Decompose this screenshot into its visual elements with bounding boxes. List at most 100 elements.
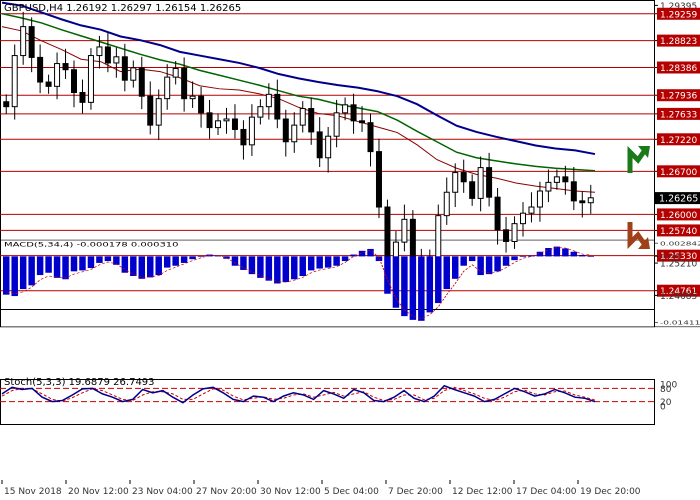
price-tick-label: 1.25330	[660, 252, 697, 262]
price-tick-label: 1.27220	[660, 136, 697, 146]
candle-body	[282, 118, 289, 143]
price-tick-label: 1.24761	[660, 287, 697, 297]
macd-histogram-bar	[130, 256, 137, 277]
price-tick-label: 1.25210	[660, 260, 697, 270]
candle-body	[528, 206, 535, 214]
macd-histogram-bar	[189, 256, 196, 260]
macd-histogram-bar	[570, 251, 578, 257]
candle-body	[79, 92, 86, 103]
macd-histogram-bar	[291, 256, 298, 280]
macd-histogram-bar	[70, 256, 78, 272]
candle-body	[494, 196, 501, 231]
candle-body	[248, 116, 255, 146]
macd-histogram-bar	[333, 256, 340, 266]
candle-body	[553, 176, 560, 183]
candle-body	[189, 95, 196, 100]
candle-body	[257, 106, 264, 118]
candle-body	[20, 26, 27, 57]
candle-body	[308, 108, 315, 133]
macd-histogram-bar	[36, 256, 44, 276]
macd-tick-label: 0.00	[660, 253, 680, 260]
candle-body	[96, 46, 103, 57]
macd-histogram-bar	[562, 248, 569, 257]
macd-histogram-bar	[494, 256, 501, 272]
candle-body	[375, 151, 382, 208]
candle-body	[240, 128, 247, 146]
macd-histogram-bar	[45, 256, 52, 273]
time-tick-label: 7 Dec 20:00	[388, 487, 443, 497]
macd-histogram-bar	[468, 256, 476, 262]
candle-body	[62, 63, 69, 71]
price-level-tag	[657, 284, 700, 297]
macd-histogram-bar	[553, 246, 561, 257]
candle-body	[291, 124, 298, 143]
stoch-tick-label: 80	[660, 385, 672, 395]
macd-histogram-bar	[3, 256, 10, 295]
price-level-tag	[657, 61, 700, 74]
macd-histogram-bar	[358, 250, 366, 257]
candle-body	[215, 120, 222, 129]
stoch-tick-label: 20	[660, 398, 672, 408]
time-tick-label: 19 Dec 20:00	[580, 487, 641, 497]
macd-histogram-bar	[282, 256, 290, 283]
stoch-panel-title: Stoch(5,3,3) 19.6879 26.7493	[4, 377, 155, 388]
macd-histogram-bar	[180, 256, 188, 263]
macd-histogram-bar	[138, 256, 146, 279]
candle-body	[460, 172, 467, 183]
candle-body	[265, 93, 272, 108]
candle-body	[325, 135, 332, 159]
candle-body	[113, 56, 120, 64]
macd-histogram-bar	[519, 256, 527, 258]
price-tick-label: 1.28386	[660, 64, 697, 74]
candle-body	[503, 229, 510, 243]
candle-body	[536, 190, 543, 208]
candle-body	[519, 212, 526, 225]
candle-body	[469, 181, 476, 199]
macd-histogram-bar	[248, 256, 256, 275]
price-tick-label: 1.25740	[660, 227, 697, 237]
macd-histogram-bar	[147, 256, 154, 278]
macd-histogram-bar	[104, 256, 112, 262]
moving-average-line	[1, 26, 596, 193]
candle-body	[54, 63, 61, 87]
current-price-marker: 1.26265	[655, 192, 700, 205]
macd-panel: 0.002842 0.00 -0.014114	[0, 240, 700, 328]
stoch-tick-label: 0	[660, 403, 666, 413]
candle-body	[45, 81, 52, 87]
price-panel-title: GBPUSD,H4 1.26192 1.26297 1.26154 1.2626…	[4, 3, 241, 14]
time-tick-label: 17 Dec 04:00	[516, 487, 577, 497]
time-tick-label: 27 Nov 20:00	[196, 487, 257, 497]
macd-histogram-bar	[79, 256, 86, 271]
macd-histogram-bar	[28, 256, 35, 286]
candle-body	[587, 197, 594, 204]
macd-histogram-bar	[392, 256, 400, 308]
macd-histogram-bar	[163, 256, 171, 268]
macd-histogram-bar	[19, 256, 27, 290]
macd-histogram-bar	[545, 248, 552, 257]
candle-body	[138, 67, 145, 97]
candle-body	[384, 206, 391, 258]
candle-body	[350, 104, 357, 122]
candle-body	[3, 101, 10, 108]
candle-body	[562, 176, 569, 183]
candle-body	[147, 95, 154, 126]
macd-histogram-bar	[409, 256, 417, 320]
price-level-tag	[657, 7, 700, 20]
price-tick-label: 1.24685	[660, 292, 697, 302]
time-tick-label: 23 Nov 04:00	[132, 487, 193, 497]
macd-histogram-bar	[53, 256, 61, 278]
time-tick-label: 12 Dec 12:00	[452, 487, 513, 497]
macd-histogram-bar	[536, 251, 544, 257]
macd-histogram-bar	[214, 255, 222, 257]
candle-body	[223, 118, 230, 122]
trend-up-arrow-icon	[627, 145, 650, 173]
time-tick-label: 30 Nov 12:00	[260, 487, 321, 497]
macd-histogram-bar	[528, 255, 535, 257]
candle-body	[486, 167, 493, 198]
candle-body	[452, 172, 459, 193]
candle-body	[37, 56, 44, 83]
candle-body	[392, 241, 399, 258]
candle-body	[316, 131, 323, 159]
candle-body	[121, 56, 128, 81]
